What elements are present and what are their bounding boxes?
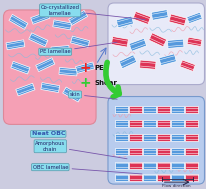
Bar: [170, 120, 183, 127]
Bar: [41, 83, 59, 93]
FancyBboxPatch shape: [108, 97, 204, 184]
Bar: [150, 10, 167, 20]
Bar: [115, 106, 128, 113]
Bar: [184, 162, 197, 169]
Bar: [157, 174, 169, 181]
Bar: [30, 12, 50, 24]
Text: Co-crystallized
lamellae: Co-crystallized lamellae: [41, 5, 144, 20]
Bar: [129, 134, 142, 141]
Bar: [143, 174, 156, 181]
Bar: [143, 162, 156, 169]
Bar: [158, 54, 176, 66]
Text: +: +: [79, 61, 90, 75]
Bar: [116, 16, 133, 28]
Text: OBC lamellae: OBC lamellae: [32, 165, 141, 174]
Bar: [68, 10, 87, 25]
Bar: [51, 46, 69, 54]
Bar: [184, 174, 197, 181]
Text: PE lamellae: PE lamellae: [40, 42, 117, 54]
Bar: [170, 174, 183, 181]
Bar: [115, 148, 128, 155]
Bar: [170, 148, 183, 155]
FancyBboxPatch shape: [4, 10, 96, 124]
Text: skin: skin: [69, 92, 117, 99]
Bar: [62, 87, 81, 102]
Bar: [143, 148, 156, 155]
Bar: [148, 33, 166, 47]
Bar: [167, 39, 183, 48]
Bar: [168, 14, 185, 26]
Bar: [184, 106, 197, 113]
Bar: [129, 148, 142, 155]
Text: Shear: Shear: [94, 80, 116, 86]
Bar: [115, 120, 128, 127]
Bar: [186, 37, 201, 46]
Bar: [129, 106, 142, 113]
Bar: [35, 58, 55, 72]
Bar: [179, 60, 194, 71]
Bar: [115, 134, 128, 141]
Bar: [70, 36, 89, 47]
Bar: [111, 36, 128, 47]
Bar: [139, 60, 155, 69]
Bar: [157, 148, 169, 155]
Bar: [170, 134, 183, 141]
Bar: [157, 134, 169, 141]
Bar: [75, 62, 94, 73]
Bar: [132, 12, 150, 24]
Bar: [115, 174, 128, 181]
Text: +: +: [79, 76, 90, 90]
Bar: [143, 106, 156, 113]
Bar: [6, 40, 25, 50]
Text: Flow direction: Flow direction: [162, 184, 190, 188]
Bar: [129, 162, 142, 169]
Bar: [157, 162, 169, 169]
Bar: [59, 67, 77, 76]
Bar: [129, 120, 142, 127]
Text: Neat OBC: Neat OBC: [31, 131, 65, 136]
Bar: [129, 174, 142, 181]
Bar: [143, 134, 156, 141]
FancyBboxPatch shape: [108, 3, 204, 85]
Bar: [184, 148, 197, 155]
Bar: [186, 12, 201, 24]
Bar: [184, 134, 197, 141]
Bar: [184, 120, 197, 127]
Bar: [170, 162, 183, 169]
Text: PE: PE: [94, 65, 103, 71]
Bar: [128, 38, 146, 51]
Bar: [157, 120, 169, 127]
Bar: [115, 162, 128, 169]
Bar: [53, 20, 71, 30]
Bar: [170, 106, 183, 113]
Bar: [118, 55, 136, 69]
Bar: [143, 120, 156, 127]
Bar: [11, 61, 30, 74]
Bar: [9, 14, 28, 29]
Bar: [16, 83, 35, 96]
Bar: [29, 33, 48, 47]
Bar: [157, 106, 169, 113]
Text: Amorphous
chain: Amorphous chain: [35, 141, 126, 159]
